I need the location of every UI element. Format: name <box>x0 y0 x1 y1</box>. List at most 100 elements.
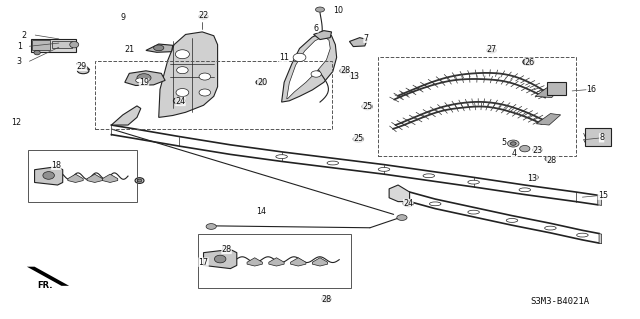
Text: 26: 26 <box>525 58 535 67</box>
Ellipse shape <box>256 79 266 85</box>
Text: 28: 28 <box>221 245 232 254</box>
Ellipse shape <box>43 172 54 179</box>
Text: 18: 18 <box>51 161 61 170</box>
Ellipse shape <box>429 202 441 206</box>
Polygon shape <box>287 36 330 99</box>
Bar <box>547 82 566 95</box>
Text: 13: 13 <box>349 72 360 81</box>
Ellipse shape <box>154 45 164 51</box>
Polygon shape <box>314 31 332 40</box>
Text: 10: 10 <box>333 6 343 15</box>
Text: 7: 7 <box>364 34 369 43</box>
Text: 28: 28 <box>321 295 332 304</box>
Ellipse shape <box>199 89 211 96</box>
Text: 5: 5 <box>502 138 507 147</box>
Ellipse shape <box>533 147 543 153</box>
Text: 29: 29 <box>77 62 87 71</box>
Ellipse shape <box>70 41 79 48</box>
Text: 22: 22 <box>198 11 209 20</box>
Ellipse shape <box>176 89 189 97</box>
Ellipse shape <box>175 50 189 59</box>
Ellipse shape <box>506 219 518 222</box>
Ellipse shape <box>519 188 531 192</box>
Text: S3M3-B4021A: S3M3-B4021A <box>531 297 589 306</box>
Ellipse shape <box>508 140 519 147</box>
Polygon shape <box>535 86 561 98</box>
Ellipse shape <box>324 298 329 300</box>
Polygon shape <box>146 44 173 52</box>
Text: 20: 20 <box>257 78 268 87</box>
Ellipse shape <box>34 50 40 55</box>
Ellipse shape <box>311 71 321 77</box>
Ellipse shape <box>342 70 347 72</box>
Text: 14: 14 <box>256 207 266 216</box>
Text: 15: 15 <box>598 191 608 200</box>
Text: 16: 16 <box>586 85 596 94</box>
Ellipse shape <box>214 255 226 263</box>
Polygon shape <box>68 174 83 182</box>
Polygon shape <box>159 32 218 117</box>
Ellipse shape <box>350 73 358 78</box>
Polygon shape <box>35 167 63 185</box>
Text: 4: 4 <box>512 149 517 158</box>
Text: 8: 8 <box>599 133 604 142</box>
Ellipse shape <box>362 103 372 110</box>
Ellipse shape <box>136 78 143 83</box>
Polygon shape <box>291 258 306 266</box>
Text: 28: 28 <box>340 66 351 75</box>
Ellipse shape <box>406 202 411 205</box>
Ellipse shape <box>199 14 208 19</box>
Ellipse shape <box>173 97 185 104</box>
Text: 1: 1 <box>17 42 22 51</box>
Text: 3: 3 <box>17 57 22 66</box>
Polygon shape <box>349 38 367 47</box>
Ellipse shape <box>177 67 188 74</box>
Ellipse shape <box>340 68 349 74</box>
Text: 28: 28 <box>547 156 557 165</box>
Ellipse shape <box>206 224 216 229</box>
Polygon shape <box>536 114 561 125</box>
Ellipse shape <box>403 200 413 207</box>
Polygon shape <box>102 174 118 182</box>
Ellipse shape <box>176 99 182 103</box>
Text: 9: 9 <box>120 13 125 22</box>
Bar <box>585 128 611 146</box>
Polygon shape <box>599 234 602 244</box>
Polygon shape <box>87 174 102 182</box>
Polygon shape <box>312 258 328 266</box>
Ellipse shape <box>511 142 516 145</box>
Ellipse shape <box>259 81 264 84</box>
Ellipse shape <box>468 210 479 214</box>
Ellipse shape <box>327 161 339 165</box>
Ellipse shape <box>137 74 151 82</box>
Polygon shape <box>27 267 69 286</box>
Ellipse shape <box>77 68 89 74</box>
Polygon shape <box>598 195 602 205</box>
Ellipse shape <box>397 215 407 220</box>
Text: 24: 24 <box>403 199 413 208</box>
Text: 19: 19 <box>139 78 149 87</box>
Text: 13: 13 <box>527 174 538 182</box>
Text: FR.: FR. <box>37 281 52 290</box>
Text: 2: 2 <box>22 31 27 40</box>
Polygon shape <box>125 71 165 85</box>
Ellipse shape <box>293 53 306 62</box>
Text: 27: 27 <box>486 45 497 54</box>
Text: 6: 6 <box>314 24 319 33</box>
Polygon shape <box>204 249 237 269</box>
Text: 11: 11 <box>279 53 289 62</box>
Ellipse shape <box>545 156 553 161</box>
Text: 25: 25 <box>353 134 364 143</box>
Ellipse shape <box>322 296 331 302</box>
Ellipse shape <box>135 178 144 183</box>
Ellipse shape <box>316 7 324 12</box>
Polygon shape <box>269 258 284 266</box>
Ellipse shape <box>523 58 534 65</box>
Ellipse shape <box>577 233 588 237</box>
Ellipse shape <box>545 226 556 230</box>
Text: 24: 24 <box>175 97 186 106</box>
Text: 23: 23 <box>532 146 543 155</box>
Ellipse shape <box>199 73 211 80</box>
Text: 12: 12 <box>12 118 22 127</box>
Polygon shape <box>111 106 141 125</box>
